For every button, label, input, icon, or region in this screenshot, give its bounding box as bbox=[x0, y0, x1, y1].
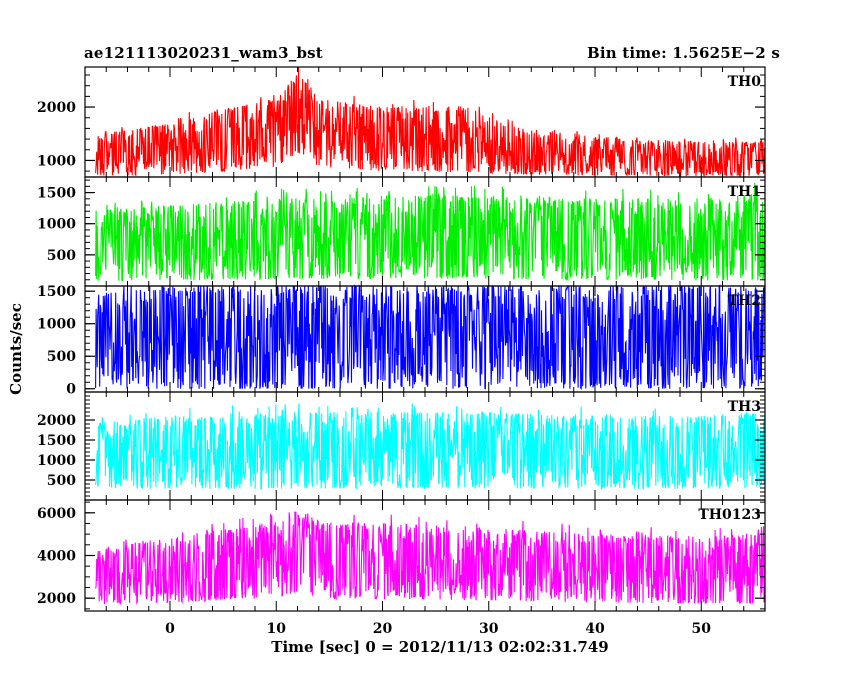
x-tick-label: 30 bbox=[479, 621, 499, 637]
panel-label-th0: TH0 bbox=[728, 74, 762, 90]
y-axis-label: Counts/sec bbox=[7, 303, 25, 395]
y-tick-label: 4000 bbox=[37, 549, 76, 565]
panel-label-th0123: TH0123 bbox=[698, 507, 761, 523]
y-tick-label: 500 bbox=[47, 473, 76, 489]
x-tick-label: 10 bbox=[267, 621, 287, 637]
y-tick-label: 2000 bbox=[37, 591, 76, 607]
x-tick-label: 40 bbox=[585, 621, 605, 637]
y-tick-label: 1000 bbox=[37, 153, 76, 169]
series-line-th1 bbox=[95, 182, 766, 282]
y-tick-label: 1000 bbox=[37, 217, 76, 233]
x-tick-label: 20 bbox=[373, 621, 393, 637]
y-tick-label: 6000 bbox=[37, 506, 76, 522]
series-line-th0 bbox=[95, 67, 766, 177]
y-tick-label: 500 bbox=[47, 248, 76, 264]
y-tick-label: 1000 bbox=[37, 453, 76, 469]
panel-label-th3: TH3 bbox=[728, 399, 761, 415]
y-tick-label: 2000 bbox=[37, 100, 76, 116]
bin-time-label: Bin time: 1.5625E−2 s bbox=[586, 44, 780, 62]
series-line-th2 bbox=[95, 283, 766, 391]
panel-label-th2: TH2 bbox=[728, 293, 761, 309]
y-tick-label: 0 bbox=[66, 382, 76, 398]
y-tick-label: 1500 bbox=[37, 433, 76, 449]
y-tick-label: 1500 bbox=[37, 186, 76, 202]
series-line-th0123 bbox=[95, 511, 766, 606]
y-tick-label: 500 bbox=[47, 349, 76, 365]
y-tick-label: 1500 bbox=[37, 284, 76, 300]
series-line-th3 bbox=[95, 403, 766, 491]
x-axis-label: Time [sec] 0 = 2012/11/13 02:02:31.749 bbox=[271, 638, 609, 656]
plot-title: ae121113020231_wam3_bst bbox=[84, 44, 323, 62]
x-tick-label: 0 bbox=[165, 621, 175, 637]
x-tick-label: 50 bbox=[692, 621, 712, 637]
panel-label-th1: TH1 bbox=[728, 184, 761, 200]
y-tick-label: 2000 bbox=[37, 413, 76, 429]
y-tick-label: 1000 bbox=[37, 317, 76, 333]
